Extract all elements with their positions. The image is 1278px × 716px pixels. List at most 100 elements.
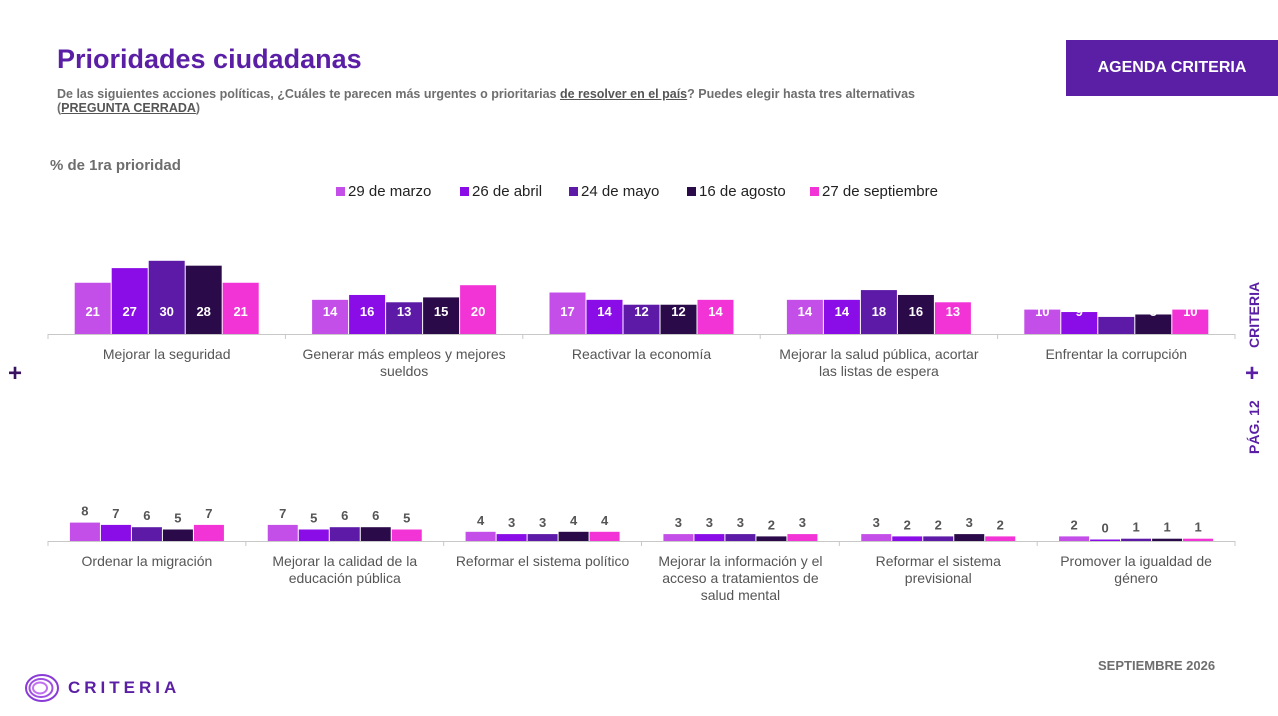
category-label: Mejorar la salud pública, acortar (779, 346, 979, 362)
bar (985, 536, 1016, 541)
data-label: 12 (671, 304, 685, 319)
chart-legend: 29 de marzo 26 de abril 24 de mayo 16 de ag… (0, 181, 1278, 201)
bar (111, 268, 148, 334)
bar (756, 536, 787, 541)
bar (100, 524, 131, 541)
data-label: 20 (471, 304, 485, 319)
footer-date: SEPTIEMBRE 2026 (1098, 658, 1216, 673)
bar (496, 534, 527, 541)
bar (267, 524, 298, 541)
data-label: 15 (434, 304, 448, 319)
data-label: 3 (873, 515, 880, 530)
category-label: las listas de espera (819, 363, 939, 379)
page-title: Prioridades ciudadanas (57, 44, 362, 74)
category-label: Promover la igualdad de (1060, 553, 1212, 569)
side-brand-text: CRITERIA (1246, 281, 1262, 348)
legend-item: 16 de agosto (687, 181, 786, 201)
data-label: 14 (835, 304, 850, 319)
legend-label: 26 de abril (472, 182, 543, 200)
data-label: 21 (233, 304, 247, 319)
side-brand: CRITERIA (1246, 282, 1266, 348)
legend-label: 29 de marzo (348, 182, 432, 200)
page-subtitle: De las siguientes acciones políticas, ¿C… (57, 87, 937, 115)
bar (549, 292, 586, 334)
criteria-logo: CRITERIA (24, 672, 180, 704)
data-label: 1 (1194, 520, 1201, 535)
legend-label: 24 de mayo (581, 182, 660, 200)
bar (694, 534, 725, 541)
legend-swatch (810, 186, 819, 196)
bar (1059, 536, 1090, 541)
bar (786, 299, 823, 334)
bar (148, 260, 185, 334)
data-label: 7 (1113, 304, 1120, 319)
data-label: 8 (81, 504, 88, 519)
data-label: 3 (799, 515, 806, 530)
bar (349, 294, 386, 334)
data-label: 8 (1150, 304, 1157, 319)
data-label: 5 (174, 511, 181, 526)
bar (897, 294, 934, 334)
bar (1024, 309, 1061, 334)
category-label: Ordenar la migración (82, 553, 213, 569)
category-label: Mejorar la calidad de la (272, 553, 417, 569)
data-label: 13 (946, 304, 960, 319)
subtitle-text: De las siguientes acciones políticas, ¿C… (57, 87, 560, 101)
bar (1098, 316, 1135, 334)
data-label: 6 (341, 508, 348, 523)
bar (589, 531, 620, 541)
bar (787, 534, 818, 541)
data-label: 16 (909, 304, 923, 319)
data-label: 4 (570, 513, 578, 528)
subtitle-text-mid: ? Puedes elegir hasta tres alternativas … (57, 87, 916, 115)
agenda-badge: AGENDA CRITERIA (1066, 40, 1278, 96)
bar (69, 522, 100, 541)
data-label: 6 (372, 508, 379, 523)
category-label: Mejorar la seguridad (103, 346, 231, 362)
bar (391, 529, 422, 541)
legend-item: 24 de mayo (569, 181, 659, 201)
bar (298, 529, 329, 541)
bar (74, 282, 111, 334)
category-label: Mejorar la información y el (658, 553, 822, 569)
data-label: 2 (997, 517, 1004, 532)
data-label: 17 (560, 304, 574, 319)
logo-text: CRITERIA (68, 678, 181, 697)
category-label: Enfrentar la corrupción (1045, 346, 1187, 362)
bar (527, 534, 558, 541)
subtitle-emphasis: de resolver en el país (559, 87, 688, 101)
data-label: 28 (196, 304, 210, 319)
bar (934, 302, 971, 334)
bar (660, 304, 697, 334)
bar (923, 536, 954, 541)
bar (860, 290, 897, 334)
data-label: 3 (706, 515, 713, 530)
plus-icon: + (1245, 360, 1260, 387)
bar (423, 297, 460, 334)
category-label: previsional (905, 570, 972, 586)
data-label: 14 (798, 304, 813, 319)
bar (460, 285, 497, 334)
data-label: 1 (1163, 520, 1170, 535)
bar (1090, 539, 1121, 541)
data-label: 10 (1183, 304, 1197, 319)
plus-icon: + (8, 360, 23, 387)
bar (1183, 538, 1214, 541)
data-label: 2 (1070, 517, 1077, 532)
data-label: 9 (1076, 304, 1083, 319)
data-label: 3 (966, 515, 973, 530)
legend-swatch (687, 186, 696, 196)
data-label: 4 (477, 513, 485, 528)
bar (162, 529, 193, 541)
bar (185, 265, 222, 334)
bar (697, 299, 734, 334)
data-label: 21 (85, 304, 99, 319)
data-label: 18 (872, 304, 886, 319)
data-label: 2 (935, 517, 942, 532)
bar (892, 536, 923, 541)
bar (861, 534, 892, 541)
data-label: 3 (539, 515, 546, 530)
legend-item: 26 de abril (460, 181, 542, 201)
bar (465, 531, 496, 541)
data-label: 1 (1132, 520, 1139, 535)
